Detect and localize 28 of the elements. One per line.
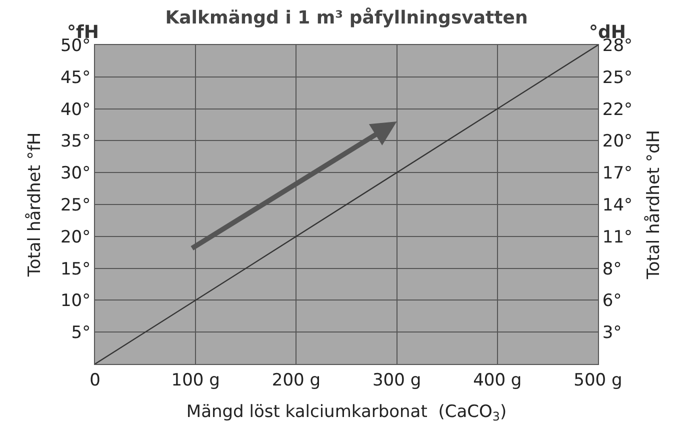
x-tick-label: 400 g <box>473 370 522 390</box>
y2-tick-label: 22° <box>602 100 633 120</box>
y-tick-label: 15° <box>60 259 91 280</box>
y-axis-title: Total hårdhet °fH <box>25 132 46 278</box>
y2-tick-label: 11° <box>602 227 633 248</box>
y2-tick-label: 14° <box>602 195 633 216</box>
x-tick-label: 200 g <box>272 370 321 390</box>
y-tick-label: 10° <box>60 291 91 312</box>
y2-tick-label: 20° <box>602 132 633 152</box>
chart-title: Kalkmängd i 1 m³ påfyllningsvatten <box>165 8 528 29</box>
x-tick-label: 300 g <box>372 370 422 390</box>
y2-tick-label: 8° <box>602 259 622 280</box>
y2-tick-label: 17° <box>602 164 633 184</box>
y-tick-label: 45° <box>60 68 91 88</box>
y-tick-label: 20° <box>60 227 91 248</box>
x-tick-label: 100 g <box>171 370 220 390</box>
y-tick-label: 30° <box>60 164 91 184</box>
x-tick-label: 500 g <box>574 370 622 390</box>
y-tick-label: 35° <box>60 132 91 152</box>
y-tick-label: 25° <box>60 195 91 216</box>
y2-tick-label: 3° <box>602 323 622 344</box>
y2-axis-title: Total hårdhet °dH <box>644 130 664 280</box>
x-axis-title: Mängd löst kalciumkarbonat (CaCO$_{3}$) <box>186 402 507 424</box>
y-tick-label: 40° <box>60 100 91 120</box>
y2-tick-label: 25° <box>602 68 633 88</box>
x-tick-label: 0 <box>90 370 100 390</box>
y2-tick-label: 6° <box>602 291 622 312</box>
y-tick-label: 5° <box>71 323 91 344</box>
